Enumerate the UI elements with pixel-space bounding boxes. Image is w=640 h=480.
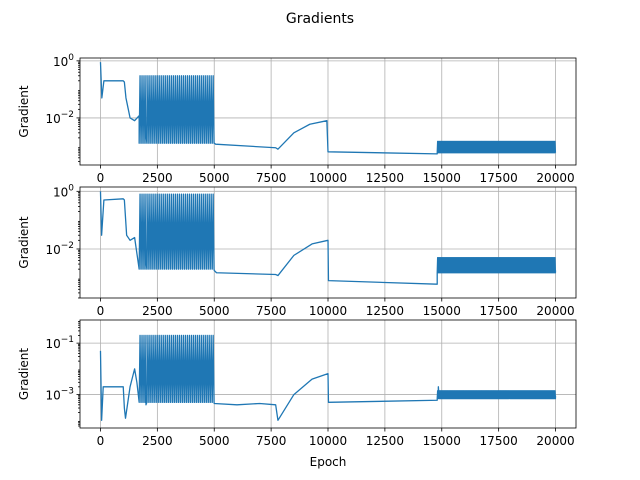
gradient-series-line	[99, 191, 557, 285]
x-tick-label: 20000	[536, 304, 574, 318]
gradient-series-line	[99, 62, 557, 155]
x-tick-label: 10000	[309, 171, 347, 185]
y-tick-label: 10−3	[45, 387, 74, 403]
y-tick-label: 100	[53, 53, 74, 69]
x-axis-label: Epoch	[310, 455, 347, 469]
x-tick-label: 17500	[480, 434, 518, 448]
x-tick-label: 5000	[199, 304, 230, 318]
subplot-top: 0 2500 5000 7500 10000 12500 15000 17500 20000 10…	[17, 53, 577, 185]
x-tick-label: 20000	[536, 171, 574, 185]
y-axis-label: Gradient	[17, 216, 31, 269]
x-tick-label: 10000	[309, 434, 347, 448]
gradient-series-line	[99, 334, 557, 421]
x-tick-label: 2500	[142, 304, 173, 318]
x-tick-label: 7500	[256, 304, 287, 318]
x-tick-label: 15000	[423, 171, 461, 185]
figure-suptitle: Gradients	[286, 11, 354, 27]
x-tick-label: 15000	[423, 304, 461, 318]
x-tick-label: 10000	[309, 304, 347, 318]
x-tick-label: 0	[97, 304, 105, 318]
x-tick-label: 5000	[199, 171, 230, 185]
x-tick-label: 17500	[480, 171, 518, 185]
x-tick-label: 0	[97, 171, 105, 185]
subplot-middle: 0 2500 5000 7500 10000 12500 15000 17500 20000 10…	[17, 183, 577, 318]
subplot-bottom: 0 2500 5000 7500 10000 12500 15000 17500 20000 10…	[17, 319, 577, 469]
y-tick-label: 10−2	[45, 241, 74, 257]
y-tick-label: 100	[53, 183, 74, 199]
y-tick-label: 10−1	[45, 335, 74, 351]
y-axis-label: Gradient	[17, 348, 31, 401]
x-tick-label: 20000	[536, 434, 574, 448]
x-tick-label: 2500	[142, 171, 173, 185]
x-tick-label: 12500	[366, 171, 404, 185]
x-tick-label: 5000	[199, 434, 230, 448]
x-tick-label: 15000	[423, 434, 461, 448]
x-tick-label: 7500	[256, 171, 287, 185]
x-tick-label: 12500	[366, 304, 404, 318]
y-axis-label: Gradient	[17, 85, 31, 138]
x-tick-label: 7500	[256, 434, 287, 448]
y-tick-label: 10−2	[45, 110, 74, 126]
x-tick-label: 2500	[142, 434, 173, 448]
x-tick-label: 17500	[480, 304, 518, 318]
x-tick-label: 0	[97, 434, 105, 448]
x-tick-label: 12500	[366, 434, 404, 448]
